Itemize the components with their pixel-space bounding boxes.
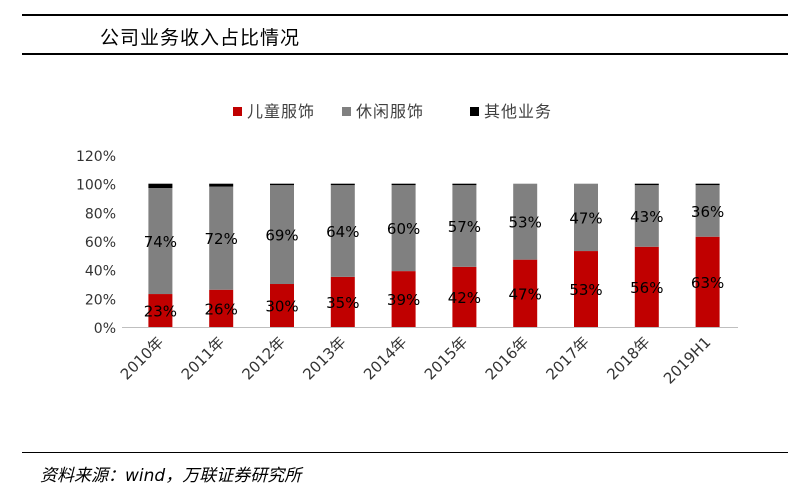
stacked-bar-chart: 儿童服饰 休闲服饰 其他业务 0% 20% 40% 60% 80% 100% 120% 23% 74%… [76,102,738,388]
data-label: 63% [691,274,724,292]
bar-segment [513,259,538,327]
bar-segment [209,183,234,187]
data-label: 42% [448,289,481,307]
x-tick-label: 2018年 [603,333,653,383]
y-tick-label: 100% [76,178,116,194]
data-label: 64% [326,223,359,241]
bar-segment [634,246,659,327]
x-tick-label: 2010年 [117,333,167,383]
bar-segment [270,183,294,186]
legend-label: 休闲服饰 [356,102,424,121]
data-label: 72% [205,230,238,248]
bar-segment [391,271,416,327]
y-tick-label: 80% [85,206,116,222]
x-tick-label: 2016年 [482,333,532,383]
footer-rule [22,452,788,453]
data-label: 43% [630,208,663,226]
bar-segment [634,185,659,247]
bar-segment [391,185,416,272]
x-tick-label: 2014年 [360,333,410,383]
data-label: 39% [387,291,420,309]
bar-segment [148,187,173,295]
bar-segment [452,185,477,267]
data-label: 57% [448,218,481,236]
data-label: 36% [691,203,724,221]
bar-segment [452,183,477,186]
bar-segment [391,183,416,186]
bar-segment [574,251,598,327]
data-label: 26% [205,300,238,318]
bar-segment [270,284,294,327]
y-tick-label: 120% [76,149,116,165]
x-tick-label: 2011年 [178,333,228,383]
bar-segment [209,186,234,290]
data-label: 47% [569,209,602,227]
bar-segment [695,236,720,327]
data-label: 56% [630,279,663,297]
bar-segment [634,183,659,186]
legend-swatch [470,107,479,116]
bar-segment [330,276,355,327]
data-label: 74% [144,233,177,251]
legend-swatch [342,107,351,116]
bar-segment [209,289,234,327]
bar-segment [148,183,173,188]
legend-label: 其他业务 [484,102,552,121]
data-label: 47% [509,285,542,303]
header-rule [22,14,788,16]
y-tick-label: 40% [85,264,116,280]
page-title: 公司业务收入占比情况 [100,27,301,49]
bar-segment [330,183,355,186]
x-tick-label: 2017年 [542,333,592,383]
data-label: 35% [326,294,359,312]
y-tick-label: 20% [85,292,116,308]
x-tick-label: 2015年 [421,333,471,383]
bar-segment [695,185,720,237]
data-label: 53% [509,214,542,232]
bar-segment [148,294,173,327]
legend-label: 儿童服饰 [247,102,315,121]
data-label: 23% [144,303,177,321]
legend-swatch [233,107,242,116]
data-label: 53% [569,281,602,299]
x-tick-label: 2013年 [299,333,349,383]
x-tick-label: 2019H1 [660,333,714,387]
x-tick-label: 2012年 [238,333,288,383]
title-underline [22,53,788,55]
bar-segment [330,185,355,277]
bar-segment [452,266,477,327]
source-note: 资料来源：wind，万联证券研究所 [40,466,302,486]
y-tick-label: 0% [94,321,116,337]
bar-segment [270,185,294,285]
bar-segment [695,183,720,186]
data-label: 30% [265,298,298,316]
data-label: 69% [265,227,298,245]
data-label: 60% [387,220,420,238]
y-tick-label: 60% [85,235,116,251]
bar-segment [513,183,538,260]
bar-segment [574,183,598,252]
